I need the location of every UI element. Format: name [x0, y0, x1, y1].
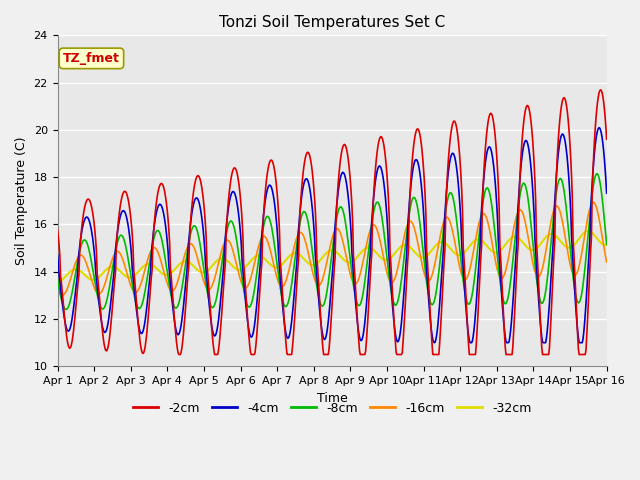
- -16cm: [54, 286, 61, 292]
- Title: Tonzi Soil Temperatures Set C: Tonzi Soil Temperatures Set C: [219, 15, 445, 30]
- -4cm: [553, 164, 561, 170]
- -8cm: [324, 280, 332, 286]
- -4cm: [377, 165, 385, 170]
- -2cm: [198, 189, 206, 195]
- -8cm: [593, 171, 600, 177]
- -32cm: [584, 228, 592, 234]
- -4cm: [603, 190, 611, 196]
- Line: -2cm: -2cm: [58, 90, 607, 355]
- -2cm: [553, 158, 561, 164]
- Legend: -2cm, -4cm, -8cm, -16cm, -32cm: -2cm, -4cm, -8cm, -16cm, -32cm: [128, 396, 536, 420]
- -4cm: [174, 332, 182, 337]
- -16cm: [58, 292, 66, 298]
- -16cm: [590, 199, 598, 205]
- -8cm: [62, 307, 70, 312]
- -8cm: [378, 213, 385, 219]
- Text: TZ_fmet: TZ_fmet: [63, 52, 120, 65]
- -16cm: [198, 274, 206, 280]
- -2cm: [174, 349, 182, 355]
- -16cm: [378, 245, 385, 251]
- -8cm: [54, 277, 61, 283]
- X-axis label: Time: Time: [317, 392, 348, 405]
- Line: -8cm: -8cm: [58, 174, 607, 310]
- -4cm: [431, 340, 438, 346]
- -8cm: [198, 257, 206, 263]
- -8cm: [175, 300, 182, 306]
- -8cm: [553, 185, 561, 191]
- -2cm: [378, 134, 385, 140]
- -8cm: [432, 291, 440, 297]
- -16cm: [603, 259, 611, 265]
- -8cm: [603, 241, 611, 247]
- -2cm: [432, 352, 440, 358]
- Line: -4cm: -4cm: [58, 128, 607, 343]
- -2cm: [54, 227, 61, 233]
- -32cm: [377, 255, 385, 261]
- -2cm: [324, 352, 332, 358]
- -4cm: [54, 252, 61, 258]
- -2cm: [596, 87, 604, 93]
- -4cm: [432, 337, 440, 343]
- Line: -16cm: -16cm: [58, 202, 607, 295]
- -32cm: [198, 269, 205, 275]
- -16cm: [324, 252, 332, 258]
- Y-axis label: Soil Temperature (C): Soil Temperature (C): [15, 137, 28, 265]
- -32cm: [174, 263, 182, 268]
- -16cm: [553, 203, 561, 209]
- -32cm: [552, 233, 560, 239]
- -2cm: [603, 136, 611, 142]
- -16cm: [432, 256, 440, 262]
- -32cm: [324, 249, 332, 255]
- -4cm: [324, 325, 332, 331]
- -32cm: [54, 279, 61, 285]
- -4cm: [595, 125, 603, 131]
- -4cm: [198, 214, 205, 220]
- -2cm: [175, 352, 182, 358]
- -32cm: [431, 243, 439, 249]
- -32cm: [603, 242, 611, 248]
- Line: -32cm: -32cm: [58, 231, 607, 282]
- -16cm: [175, 275, 182, 281]
